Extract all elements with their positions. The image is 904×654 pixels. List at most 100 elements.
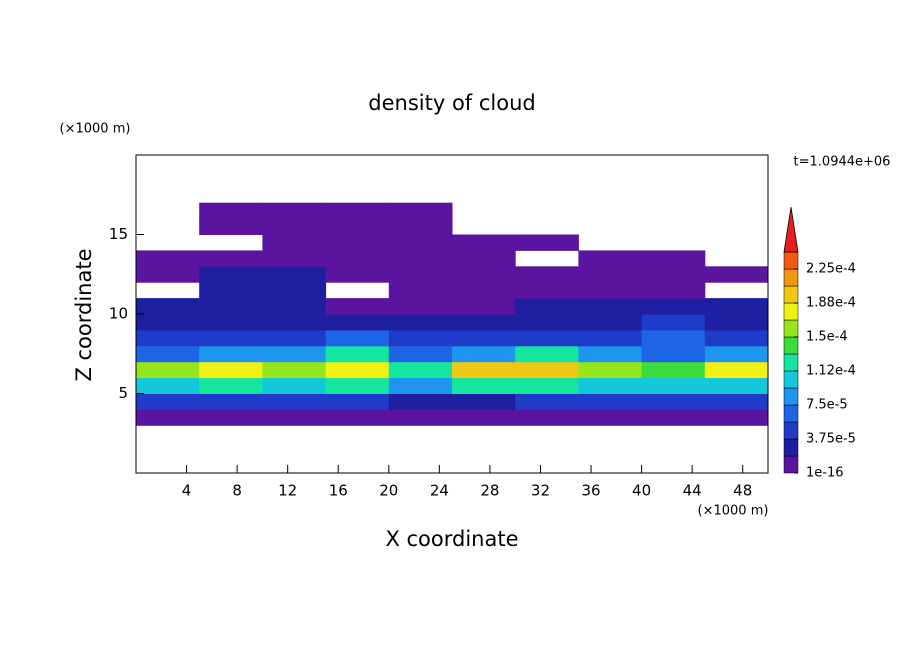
contour-cell — [262, 266, 327, 283]
y-unit: (×1000 m) — [60, 122, 131, 137]
x-tick-label: 12 — [278, 482, 297, 500]
colorbar-band — [783, 353, 799, 372]
contour-cell — [641, 282, 706, 299]
contour-cell — [199, 314, 263, 331]
contour-cell — [452, 314, 516, 331]
contour-cell — [452, 250, 516, 267]
contour-cell — [262, 409, 327, 426]
contour-cell — [325, 329, 390, 347]
contour-cell — [199, 329, 263, 347]
contour-cell — [452, 266, 516, 283]
contour-cell — [452, 377, 516, 394]
contour-cell — [199, 266, 263, 283]
contour-cell — [704, 298, 769, 315]
contour-cell — [641, 361, 706, 379]
contour-cell — [199, 218, 263, 235]
colorbar-band — [783, 302, 799, 321]
colorbar-tick-label: 1.88e-4 — [806, 296, 856, 311]
colorbar-band — [783, 404, 799, 423]
contour-cell — [325, 345, 390, 363]
colorbar-tick-label: 2.25e-4 — [806, 262, 856, 277]
contour-cell — [452, 361, 516, 379]
contour-cell — [578, 361, 643, 379]
colorbar-band — [783, 370, 799, 389]
contour-cell — [262, 218, 327, 235]
x-tick-label: 48 — [733, 482, 752, 500]
contour-cell — [388, 409, 453, 426]
contour-cell — [325, 298, 390, 315]
colorbar-overflow — [783, 206, 799, 253]
contour-cell — [641, 314, 706, 331]
contour-cell — [641, 377, 706, 394]
x-tick-label: 32 — [531, 482, 550, 500]
contour-cell — [136, 393, 200, 410]
contour-cell — [515, 377, 579, 394]
contour-cell — [325, 218, 390, 235]
contour-cell — [388, 393, 453, 410]
contour-cell — [578, 377, 643, 394]
y-tick-label: 10 — [109, 305, 128, 323]
contour-cell — [515, 314, 579, 331]
colorbar-band — [783, 421, 799, 440]
chart-title: density of cloud — [368, 91, 535, 115]
contour-cell — [262, 298, 327, 315]
contour-cell — [388, 329, 453, 347]
contour-cell — [136, 377, 200, 394]
contour-cell — [452, 345, 516, 363]
colorbar-band — [783, 438, 799, 457]
contour-cell — [641, 250, 706, 267]
contour-cell — [704, 314, 769, 331]
contour-cell — [515, 282, 579, 299]
contour-cell — [325, 409, 390, 426]
y-tick-label: 15 — [109, 225, 128, 243]
contour-cell — [515, 409, 579, 426]
contour-cell — [199, 202, 263, 220]
contour-cell — [452, 282, 516, 299]
colorbar-tick-label: 3.75e-5 — [806, 432, 856, 447]
contour-cell — [578, 393, 643, 410]
colorbar-band — [783, 285, 799, 304]
contour-cell — [136, 250, 200, 267]
contour-cell — [262, 377, 327, 394]
contour-cell — [262, 361, 327, 379]
contour-cell — [262, 250, 327, 267]
contour-cell — [325, 361, 390, 379]
contour-cell — [325, 202, 390, 220]
contour-cell — [199, 409, 263, 426]
contour-cell — [578, 329, 643, 347]
contour-cell — [136, 361, 200, 379]
contour-cell — [136, 345, 200, 363]
colorbar-band — [783, 455, 799, 474]
contour-cell — [136, 314, 200, 331]
contour-cell — [262, 329, 327, 347]
contour-cell — [136, 409, 200, 426]
annotation: t=1.0944e+06 — [794, 155, 891, 170]
contour-cell — [136, 329, 200, 347]
contour-cell — [388, 345, 453, 363]
contour-cell — [452, 409, 516, 426]
contour-cell — [641, 298, 706, 315]
contour-cell — [262, 345, 327, 363]
x-tick-label: 8 — [232, 482, 242, 500]
contour-cell — [704, 377, 769, 394]
colorbar-band — [783, 319, 799, 338]
contour-cell — [325, 234, 390, 251]
contour-cell — [388, 314, 453, 331]
colorbar-tick-label: 1.5e-4 — [806, 330, 848, 345]
contour-cell — [199, 282, 263, 299]
colorbar-band — [783, 336, 799, 355]
contour-cell — [704, 266, 769, 283]
contour-cell — [388, 234, 453, 251]
contour-cell — [388, 298, 453, 315]
contour-cell — [388, 250, 453, 267]
contour-cell — [452, 329, 516, 347]
contour-cell — [325, 266, 390, 283]
colorbar-band — [783, 268, 799, 287]
x-tick-label: 16 — [329, 482, 348, 500]
colorbar-band — [783, 387, 799, 406]
x-tick-label: 20 — [379, 482, 398, 500]
contour-cell — [388, 282, 453, 299]
contour-cell — [515, 298, 579, 315]
contour-cell — [515, 345, 579, 363]
